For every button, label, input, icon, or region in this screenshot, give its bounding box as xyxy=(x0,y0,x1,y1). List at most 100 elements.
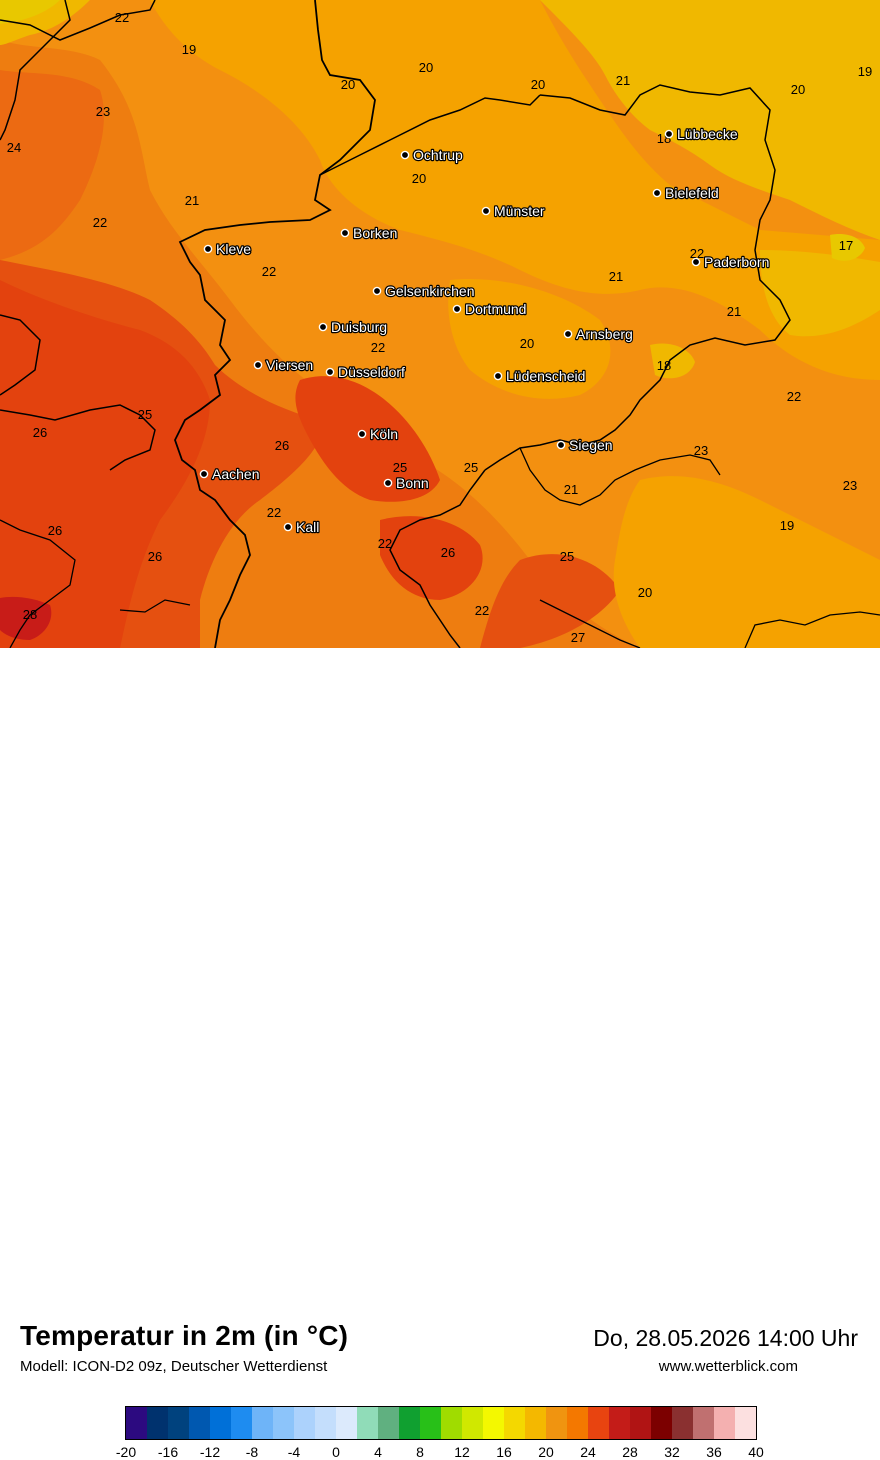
color-scale-tick-label: 32 xyxy=(664,1444,680,1460)
temperature-value: 21 xyxy=(609,269,623,284)
color-scale-segment xyxy=(273,1407,295,1439)
color-scale-tick-label: -16 xyxy=(157,1444,179,1460)
temperature-value: 26 xyxy=(33,425,47,440)
temperature-value: 22 xyxy=(475,603,489,618)
city-dot xyxy=(691,257,701,267)
color-scale-segment xyxy=(189,1407,211,1439)
city-dot xyxy=(452,304,462,314)
city-label: Köln xyxy=(370,426,398,442)
temperature-labels: 22 19 20 20 20 21 20 19 23 18 24 20 21 22 22 22 17 21 22 21… xyxy=(7,10,872,645)
color-scale-segment xyxy=(546,1407,568,1439)
city-label: Viersen xyxy=(266,357,313,373)
city-dot xyxy=(400,150,410,160)
color-scale-segment xyxy=(231,1407,253,1439)
temperature-value: 20 xyxy=(638,585,652,600)
color-scale-segment xyxy=(504,1407,526,1439)
city-label: Borken xyxy=(353,225,397,241)
temperature-value: 22 xyxy=(115,10,129,25)
city-bonn: Bonn xyxy=(383,474,430,492)
city-label: Düsseldorf xyxy=(338,364,405,380)
temperature-value: 25 xyxy=(138,407,152,422)
city-label: Paderborn xyxy=(704,254,769,270)
color-scale-segment xyxy=(525,1407,547,1439)
color-scale-segment xyxy=(609,1407,631,1439)
temperature-value: 22 xyxy=(371,340,385,355)
city-kleve: Kleve xyxy=(203,240,252,258)
city-dot xyxy=(664,129,674,139)
city-dot xyxy=(340,228,350,238)
temperature-value: 17 xyxy=(839,238,853,253)
city-dot xyxy=(563,329,573,339)
color-scale-tick-label: 16 xyxy=(496,1444,512,1460)
color-scale-tick-label: 20 xyxy=(538,1444,554,1460)
city-lüdenscheid: Lüdenscheid xyxy=(493,367,587,385)
color-scale-segment xyxy=(630,1407,652,1439)
border-southeast xyxy=(519,447,721,506)
color-scale-segment xyxy=(294,1407,316,1439)
city-dot xyxy=(283,522,293,532)
city-label: Kall xyxy=(296,519,319,535)
city-bielefeld: Bielefeld xyxy=(652,184,720,202)
city-dot xyxy=(357,429,367,439)
area-21-mid xyxy=(448,279,611,399)
area-19-east xyxy=(760,250,880,337)
border-luxembourg xyxy=(0,519,76,648)
temperature-value: 20 xyxy=(412,171,426,186)
city-dot xyxy=(199,469,209,479)
temperature-value: 23 xyxy=(694,443,708,458)
color-scale-tick-label: 0 xyxy=(332,1444,340,1460)
city-label: Siegen xyxy=(569,437,613,453)
color-scale-segment xyxy=(441,1407,463,1439)
color-scale-segment xyxy=(378,1407,400,1439)
temperature-value: 26 xyxy=(148,549,162,564)
temperature-value: 26 xyxy=(441,545,455,560)
temperature-value: 25 xyxy=(464,460,478,475)
area-18-arnsberg xyxy=(650,343,695,379)
city-label: Arnsberg xyxy=(576,326,633,342)
city-düsseldorf: Düsseldorf xyxy=(325,363,406,381)
city-label: Aachen xyxy=(212,466,259,482)
city-dot xyxy=(253,360,263,370)
color-scale-tick-label: 8 xyxy=(416,1444,424,1460)
temperature-value: 20 xyxy=(341,77,355,92)
city-label: Münster xyxy=(494,203,545,219)
city-dortmund: Dortmund xyxy=(452,300,528,318)
city-aachen: Aachen xyxy=(199,465,261,483)
border-nrw-north xyxy=(319,94,541,176)
area-23 xyxy=(0,70,104,260)
area-26-rhine xyxy=(295,376,440,502)
color-scale-tick-label: -8 xyxy=(245,1444,259,1460)
border-dutch-german xyxy=(174,0,376,648)
color-scale-tick-label: 12 xyxy=(454,1444,470,1460)
city-dot xyxy=(556,440,566,450)
temperature-value: 20 xyxy=(419,60,433,75)
city-ochtrup: Ochtrup xyxy=(400,146,464,164)
area-20-north xyxy=(150,0,880,380)
temperature-value: 22 xyxy=(267,505,281,520)
city-label: Gelsenkirchen xyxy=(385,283,475,299)
city-arnsberg: Arnsberg xyxy=(563,325,634,343)
city-kall: Kall xyxy=(283,518,321,536)
temperature-value: 22 xyxy=(93,215,107,230)
border-belgium xyxy=(0,314,156,471)
city-label: Lüdenscheid xyxy=(506,368,585,384)
city-label: Ochtrup xyxy=(413,147,463,163)
city-dot xyxy=(652,188,662,198)
border-saar xyxy=(119,599,191,613)
border-south-rhineland xyxy=(539,599,641,648)
color-scale-tick-label: 24 xyxy=(580,1444,596,1460)
temperature-value: 19 xyxy=(780,518,794,533)
temperature-value: 21 xyxy=(185,193,199,208)
city-münster: Münster xyxy=(481,202,546,220)
color-scale-segment xyxy=(357,1407,379,1439)
website-link[interactable]: www.wetterblick.com xyxy=(658,1358,798,1375)
temperature-value: 18 xyxy=(657,358,671,373)
color-scale-segment xyxy=(588,1407,610,1439)
city-dot xyxy=(481,206,491,216)
color-scale-tick-label: -4 xyxy=(287,1444,301,1460)
city-dot xyxy=(372,286,382,296)
color-scale-segment xyxy=(672,1407,694,1439)
color-scale-segment xyxy=(462,1407,484,1439)
temperature-value: 23 xyxy=(843,478,857,493)
temperature-value: 21 xyxy=(616,73,630,88)
